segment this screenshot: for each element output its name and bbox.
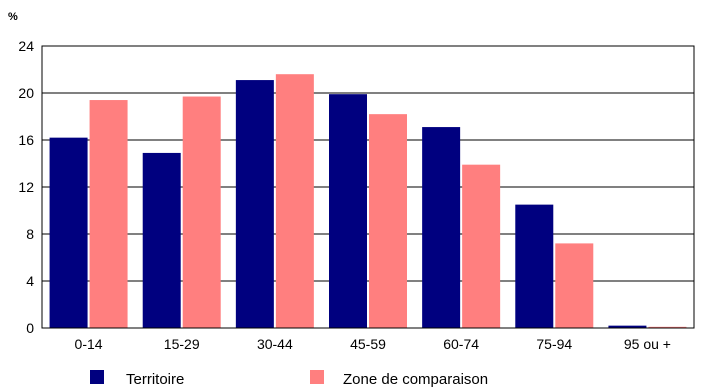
- bar-territoire-60-74: [422, 127, 461, 328]
- x-tick-label: 95 ou +: [624, 336, 671, 352]
- y-tick-label: 4: [26, 273, 34, 289]
- bar-zone-de-comparaison-75-94: [555, 243, 594, 328]
- bar-zone-de-comparaison-30-44: [275, 74, 314, 328]
- bar-zone-de-comparaison-95-ou-+: [648, 326, 687, 328]
- bar-zone-de-comparaison-60-74: [462, 164, 501, 328]
- legend-label-territoire: Territoire: [126, 371, 184, 387]
- y-tick-label: 0: [26, 320, 34, 336]
- y-tick-label: 24: [18, 38, 34, 54]
- x-tick-label: 45-59: [350, 336, 386, 352]
- x-axis-ticks: 0-14 15-29 30-44 45-59 60-74 75-94 95 ou +: [75, 336, 671, 352]
- bar-territoire-0-14: [49, 137, 88, 328]
- bar-zone-de-comparaison-15-29: [182, 96, 221, 329]
- bar-territoire-75-94: [515, 204, 554, 328]
- x-tick-label: 30-44: [257, 336, 293, 352]
- legend-swatch-territoire: [90, 370, 104, 384]
- x-tick-label: 75-94: [536, 336, 572, 352]
- legend-swatch-zone-de-comparaison: [310, 370, 324, 384]
- y-unit-label: %: [8, 11, 18, 23]
- legend-item-zone-de-comparaison: Zone de comparaison: [310, 370, 488, 387]
- x-tick-label: 0-14: [75, 336, 103, 352]
- bar-zone-de-comparaison-45-59: [369, 114, 407, 329]
- bar-zone-de-comparaison-0-14: [89, 100, 128, 328]
- bar-territoire-95-ou-+: [608, 325, 647, 328]
- y-tick-label: 8: [26, 226, 34, 242]
- legend-label-zone-de-comparaison: Zone de comparaison: [343, 371, 488, 387]
- legend: Territoire Zone de comparaison: [90, 370, 488, 387]
- gridlines: [42, 92, 694, 282]
- y-tick-label: 16: [18, 132, 34, 148]
- x-tick-label: 60-74: [443, 336, 479, 352]
- y-axis-ticks: 0 4 8 12 16 20 24: [18, 38, 34, 336]
- bars: [49, 74, 687, 329]
- y-tick-label: 20: [18, 85, 34, 101]
- bar-territoire-45-59: [329, 94, 367, 328]
- x-tick-label: 15-29: [164, 336, 200, 352]
- y-tick-label: 12: [18, 179, 34, 195]
- plot-frame: [41, 45, 695, 329]
- bar-territoire-30-44: [235, 80, 274, 328]
- legend-item-territoire: Territoire: [90, 370, 184, 387]
- bar-territoire-15-29: [142, 152, 181, 328]
